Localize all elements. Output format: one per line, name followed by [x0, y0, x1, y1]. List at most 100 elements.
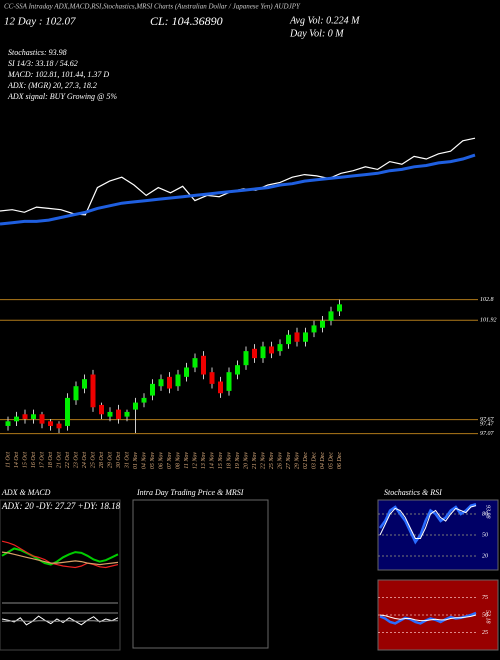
source-line: CC-SSA Intraday ADX,MACD,RSI,Stochastics… — [4, 3, 301, 11]
candle-body — [311, 325, 317, 333]
date-label: 18 Nov — [226, 452, 232, 470]
panel-title: Stochastics & RSI — [384, 488, 442, 497]
date-label: 06 Nov — [158, 452, 164, 470]
candle-body — [99, 404, 104, 415]
series-line — [1, 551, 119, 566]
candle-body — [209, 372, 215, 384]
candle-body — [337, 304, 342, 312]
date-label: 11 Oct — [5, 452, 11, 468]
series-line — [0, 153, 476, 226]
date-label: 16 Oct — [31, 452, 37, 468]
series-line — [2, 620, 118, 622]
candle-body — [73, 386, 79, 401]
date-label: 08 Nov — [175, 452, 181, 470]
date-label: 28 Oct — [99, 452, 105, 468]
candle-body — [116, 409, 121, 419]
candle-body — [141, 397, 147, 403]
candle-body — [65, 397, 70, 426]
candle-body — [328, 311, 334, 321]
date-label: 15 Oct — [22, 452, 28, 468]
date-label: 17 Oct — [39, 452, 45, 468]
candle-body — [184, 367, 189, 377]
price-label: 102.8 — [480, 297, 494, 303]
date-label: 04 Nov — [140, 452, 147, 470]
candle-body — [243, 351, 249, 366]
date-label: 18 Oct — [48, 452, 54, 468]
y-tick-label: 80 — [482, 511, 488, 517]
series-line — [379, 614, 477, 622]
date-label: 22 Oct — [65, 452, 71, 468]
price-label: 97.47 — [480, 421, 495, 428]
y-tick-label: 50 — [482, 612, 488, 618]
candle-body — [226, 372, 232, 391]
candle-body — [22, 414, 28, 419]
date-label: 15 Nov — [218, 452, 224, 470]
candle-body — [286, 334, 291, 345]
series-line — [379, 505, 477, 539]
y-tick-label: 20 — [482, 553, 488, 559]
candle-body — [56, 423, 62, 429]
candle-body — [277, 344, 283, 352]
y-tick-label: 25 — [482, 630, 488, 636]
date-label: 03 Dec — [311, 452, 317, 469]
close-price: CL: 104.36890 — [150, 14, 223, 28]
date-label: 24 Oct — [81, 452, 88, 468]
date-label: 11 Nov — [184, 452, 190, 469]
candle-body — [320, 320, 325, 328]
stat-line: Stochastics: 93.98 — [8, 48, 67, 57]
stat-line: MACD: 102.81, 101.44, 1.37 D — [7, 70, 109, 79]
candle-body — [124, 411, 130, 417]
date-label: 02 Dec — [303, 452, 309, 469]
candle-body — [5, 421, 11, 426]
date-label: 05 Nov — [150, 452, 156, 470]
stat-line: ADX: (MGR) 20, 27.3, 18.2 — [7, 81, 97, 90]
day-volume: Day Vol: 0 M — [289, 28, 344, 39]
candle-body — [235, 365, 240, 375]
candle-body — [218, 381, 223, 394]
date-label: 21 Oct — [56, 452, 62, 468]
candle-body — [90, 374, 96, 408]
date-label: 14 Oct — [13, 452, 20, 468]
candle-body — [150, 383, 155, 396]
candle-body — [167, 376, 172, 389]
candle-body — [192, 358, 198, 368]
date-label: 31 Oct — [124, 452, 130, 469]
date-label: 30 Oct — [116, 452, 122, 469]
date-label: 27 Nov — [286, 452, 292, 470]
candle-body — [107, 411, 113, 417]
date-label: 26 Nov — [277, 452, 283, 470]
avg-volume: Avg Vol: 0.224 M — [289, 15, 360, 26]
date-label: 22 Nov — [260, 452, 266, 470]
candle-body — [133, 402, 138, 410]
candle-body — [269, 346, 274, 354]
candle-body — [82, 379, 87, 389]
candle-body — [158, 379, 164, 387]
date-label: 13 Nov — [201, 452, 207, 470]
series-line — [0, 137, 476, 216]
price-label: 97.67 — [480, 417, 495, 423]
stat-line: ADX signal: BUY Growing @ 5% — [7, 92, 117, 101]
date-label: 12 Nov — [192, 452, 198, 470]
candle-body — [303, 332, 308, 342]
y-tick-label: 75 — [482, 595, 488, 601]
date-label: 21 Nov — [252, 452, 258, 470]
date-label: 25 Nov — [269, 452, 275, 470]
price-label: 101.92 — [480, 318, 497, 324]
candle-body — [31, 414, 36, 419]
date-label: 25 Oct — [90, 452, 96, 468]
candle-body — [39, 414, 45, 424]
series-line — [1, 540, 119, 569]
price-label: 97.07 — [480, 431, 495, 437]
adx-panel — [0, 499, 121, 651]
candle-body — [252, 348, 257, 359]
candle-body — [175, 374, 181, 387]
day-average: 12 Day : 102.07 — [4, 16, 76, 28]
date-label: 05 Dec — [328, 452, 334, 469]
candle-body — [201, 355, 206, 375]
date-label: 29 Nov — [294, 452, 300, 470]
series-line — [378, 502, 477, 545]
last-value: 53.18 — [485, 610, 491, 624]
date-label: 20 Nov — [243, 452, 249, 470]
